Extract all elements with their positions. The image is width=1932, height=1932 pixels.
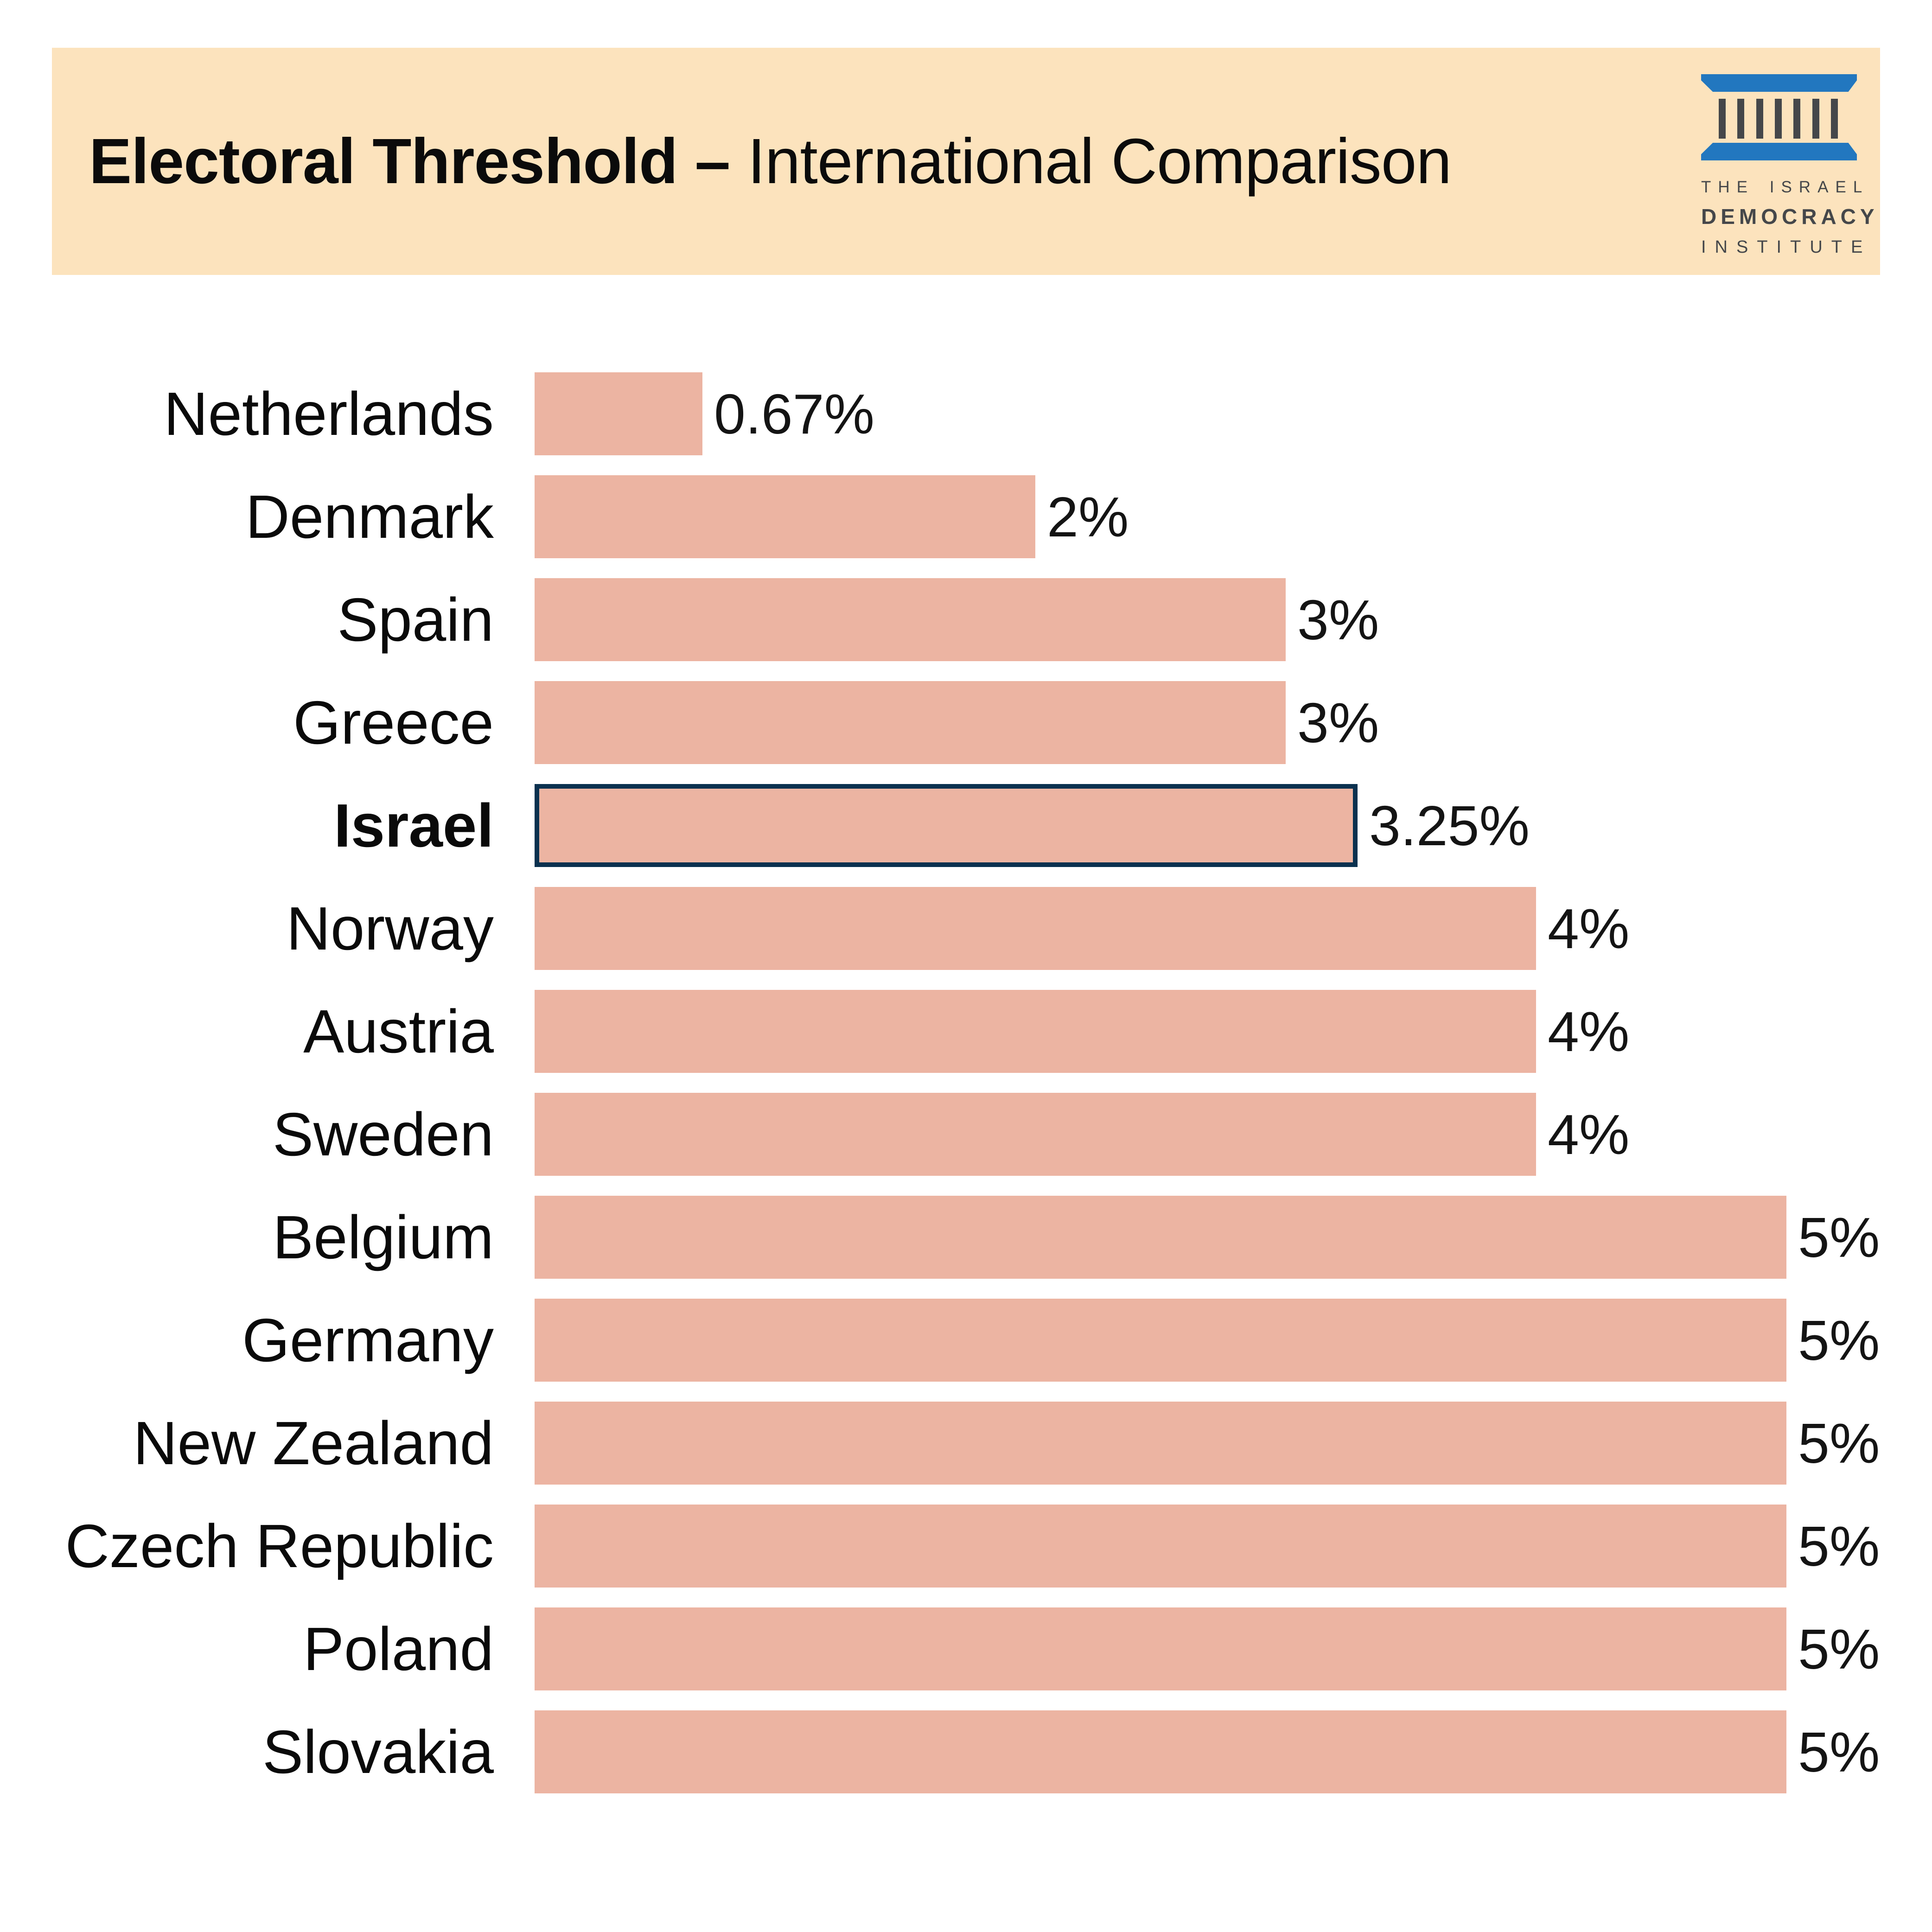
category-label-austria: Austria: [303, 997, 494, 1065]
category-label-czech-republic: Czech Republic: [65, 1512, 494, 1580]
value-label-czech-republic: 5%: [1798, 1514, 1880, 1578]
idi-logo: THE ISRAEL DEMOCRACY INSTITUTE: [1701, 74, 1879, 257]
title-main: Electoral Threshold –: [89, 125, 730, 197]
logo-text-line-2: DEMOCRACY: [1701, 204, 1879, 229]
category-label-norway: Norway: [286, 894, 494, 963]
category-label-sweden: Sweden: [272, 1100, 494, 1168]
value-label-denmark: 2%: [1047, 485, 1129, 548]
logo-text-line-3: INSTITUTE: [1701, 237, 1872, 257]
logo-column-bar-icon: [1812, 99, 1819, 139]
bar-sweden: [535, 1093, 1536, 1176]
logo-text-line-1: THE ISRAEL: [1701, 178, 1869, 196]
header-band: Electoral Threshold – International Comp…: [52, 48, 1880, 275]
page-title: Electoral Threshold – International Comp…: [89, 48, 1452, 275]
value-label-israel: 3.25%: [1369, 794, 1530, 857]
value-label-netherlands: 0.67%: [714, 382, 874, 446]
logo-column-bar-icon: [1793, 99, 1801, 139]
category-label-denmark: Denmark: [245, 483, 494, 551]
value-label-sweden: 4%: [1548, 1103, 1630, 1166]
logo-column-bar-icon: [1756, 99, 1763, 139]
bar-czech-republic: [535, 1505, 1786, 1588]
value-label-slovakia: 5%: [1798, 1720, 1880, 1784]
category-label-israel: Israel: [334, 791, 494, 860]
bar-spain: [535, 578, 1286, 661]
logo-column-base-icon: [1701, 143, 1857, 160]
category-label-slovakia: Slovakia: [262, 1718, 494, 1786]
value-label-belgium: 5%: [1798, 1205, 1880, 1269]
value-label-poland: 5%: [1798, 1617, 1880, 1681]
value-label-germany: 5%: [1798, 1308, 1880, 1372]
value-label-austria: 4%: [1548, 1000, 1630, 1063]
bar-israel: [535, 784, 1358, 867]
bar-denmark: [535, 475, 1035, 558]
bar-netherlands: [535, 372, 702, 455]
bar-slovakia: [535, 1710, 1786, 1793]
category-label-spain: Spain: [337, 586, 494, 654]
title-subtitle: International Comparison: [747, 125, 1452, 197]
bar-poland: [535, 1607, 1786, 1690]
category-label-germany: Germany: [242, 1306, 494, 1374]
bar-new-zealand: [535, 1402, 1786, 1485]
logo-column-bar-icon: [1774, 99, 1782, 139]
category-label-netherlands: Netherlands: [164, 380, 494, 448]
category-label-belgium: Belgium: [273, 1203, 494, 1271]
bar-belgium: [535, 1196, 1786, 1279]
bar-norway: [535, 887, 1536, 970]
logo-column-bar-icon: [1737, 99, 1745, 139]
category-label-new-zealand: New Zealand: [133, 1409, 494, 1477]
value-label-greece: 3%: [1297, 691, 1379, 754]
bar-austria: [535, 990, 1536, 1073]
bar-germany: [535, 1299, 1786, 1382]
category-label-greece: Greece: [293, 689, 494, 757]
category-label-poland: Poland: [303, 1615, 494, 1683]
value-label-norway: 4%: [1548, 897, 1630, 960]
bar-greece: [535, 681, 1286, 764]
logo-column-bars-icon: [1719, 99, 1838, 139]
logo-column-capital-icon: [1701, 74, 1857, 92]
value-label-spain: 3%: [1297, 588, 1379, 651]
value-label-new-zealand: 5%: [1798, 1411, 1880, 1475]
logo-column-bar-icon: [1719, 99, 1726, 139]
logo-column-bar-icon: [1830, 99, 1838, 139]
